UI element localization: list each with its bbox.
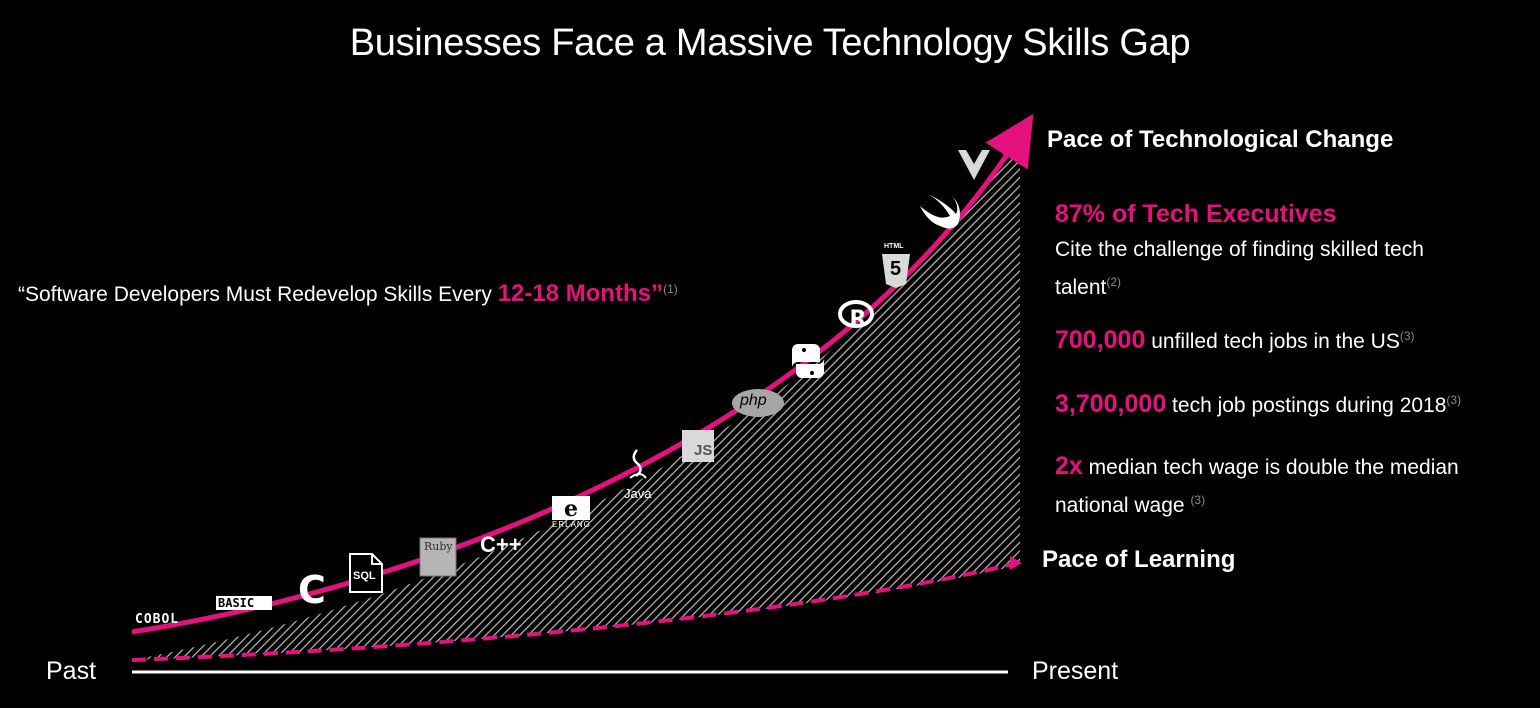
quote-highlight: 12-18 Months”	[497, 280, 664, 307]
svg-text:e: e	[564, 496, 578, 522]
php-logo	[732, 389, 784, 417]
job-postings-text: tech job postings during 2018	[1166, 394, 1447, 417]
vue-icon	[958, 150, 990, 180]
js-logo	[682, 430, 714, 462]
skills-gap-area	[132, 135, 1020, 660]
c-logo: C	[298, 568, 326, 612]
ruby-logo-text: Ruby	[424, 540, 453, 553]
svg-text:R: R	[850, 307, 867, 332]
quote-text: “Software Developers Must Redevelop Skil…	[18, 283, 498, 306]
js-logo-text: JS	[694, 442, 713, 459]
pace-of-change-label: Pace of Technological Change	[1047, 126, 1394, 153]
axis-end-label: Present	[1032, 657, 1119, 685]
html5-logo-number: 5	[890, 258, 902, 280]
exec-stat-text: Cite the challenge of finding skilled te…	[1055, 234, 1495, 304]
unfilled-jobs-stat: 700,000 unfilled tech jobs in the US(3)	[1055, 320, 1415, 358]
basic-logo-text: BASIC	[218, 596, 255, 610]
swift-icon	[920, 194, 960, 229]
wage-footnote: (3)	[1190, 493, 1206, 507]
erlang-logo-text: ERLANG	[552, 520, 591, 529]
python-icon	[792, 344, 824, 378]
developer-skills-quote: “Software Developers Must Redevelop Skil…	[18, 280, 678, 308]
wage-number: 2x	[1055, 452, 1083, 480]
exec-stat-heading: 87% of Tech Executives	[1055, 200, 1337, 228]
cpp-logo: C++	[480, 532, 522, 557]
sql-file-icon	[349, 553, 383, 593]
unfilled-jobs-text: unfilled tech jobs in the US	[1145, 330, 1400, 353]
java-icon	[629, 449, 647, 479]
axis-start-label: Past	[46, 657, 97, 685]
r-logo: R	[838, 300, 874, 332]
slide-title: Businesses Face a Massive Technology Ski…	[349, 22, 1191, 64]
html5-logo	[882, 254, 910, 288]
sql-logo-text: SQL	[353, 570, 376, 582]
pace-of-learning-curve	[131, 561, 1019, 662]
exec-stat-footnote: (2)	[1106, 275, 1122, 289]
cobol-logo: COBOL	[135, 612, 180, 627]
erlang-logo: e	[552, 496, 590, 522]
unfilled-jobs-footnote: (3)	[1399, 329, 1415, 343]
pace-of-learning-arrowhead	[1010, 556, 1022, 570]
wage-stat: 2x median tech wage is double the median…	[1055, 450, 1530, 522]
wage-text: median tech wage is double the median na…	[1055, 456, 1459, 517]
java-logo-text: Java	[624, 486, 652, 501]
exec-stat-body: Cite the challenge of finding skilled te…	[1055, 238, 1424, 299]
job-postings-stat: 3,700,000 tech job postings during 2018(…	[1055, 384, 1461, 422]
html5-logo-text: HTML	[884, 243, 904, 250]
ruby-logo	[419, 537, 457, 577]
quote-footnote: (1)	[663, 282, 678, 296]
unfilled-jobs-number: 700,000	[1055, 326, 1146, 354]
basic-logo	[216, 596, 272, 610]
job-postings-footnote: (3)	[1446, 393, 1462, 407]
pace-of-learning-label: Pace of Learning	[1042, 546, 1236, 573]
php-logo-text: php	[740, 392, 767, 409]
job-postings-number: 3,700,000	[1055, 390, 1167, 418]
